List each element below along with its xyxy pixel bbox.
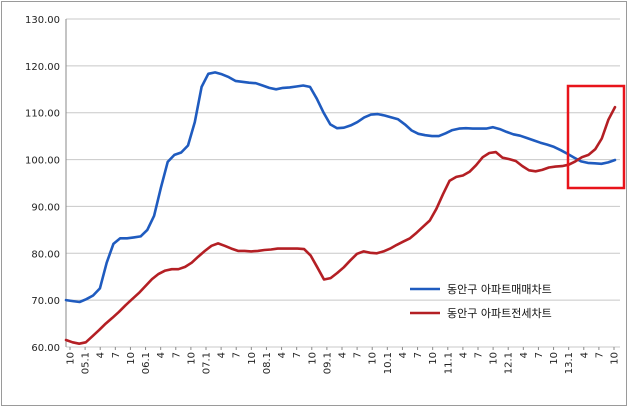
x-tick-label: 12.1 xyxy=(504,352,515,374)
x-tick-label: 07.1 xyxy=(202,352,213,374)
x-tick-label: 10.1 xyxy=(383,352,394,374)
highlight-box xyxy=(566,84,626,190)
x-tick-label: 7 xyxy=(413,352,424,358)
y-tick-label: 80.00 xyxy=(31,249,60,260)
legend-label-jeonse: 동안구 아파트전세차트 xyxy=(447,307,552,320)
x-tick-label: 4 xyxy=(156,352,167,358)
x-tick-label: 06.1 xyxy=(141,352,152,374)
x-tick-label: 4 xyxy=(277,352,288,358)
x-tick-label: 13.1 xyxy=(564,352,575,374)
x-tick-label: 7 xyxy=(353,352,364,358)
legend-label-sale: 동안구 아파트매매차트 xyxy=(447,283,552,296)
y-tick-label: 60.00 xyxy=(31,343,60,354)
y-axis-ticks: 60.00 70.00 80.00 90.00 100.00 110.00 120.00 13… xyxy=(25,15,60,354)
x-tick-label: 10 xyxy=(186,352,197,365)
x-tick-label: 10 xyxy=(368,352,379,365)
x-tick-label: 4 xyxy=(398,352,409,358)
x-tick-label: 10 xyxy=(428,352,439,365)
x-tick-label: 09.1 xyxy=(322,352,333,374)
series-line-sale xyxy=(64,71,617,304)
x-tick-label: 08.1 xyxy=(262,352,273,374)
x-tick-label: 11.1 xyxy=(443,352,454,374)
x-tick-label: 10 xyxy=(549,352,560,365)
x-tick-label: 7 xyxy=(232,352,243,358)
x-tick-label: 4 xyxy=(96,352,107,358)
x-tick-label: 10 xyxy=(489,352,500,365)
y-tick-label: 90.00 xyxy=(31,202,60,213)
x-tick-label: 10 xyxy=(247,352,258,365)
y-tick-label: 110.00 xyxy=(25,109,60,120)
y-tick-label: 120.00 xyxy=(25,62,60,73)
x-tick-label: 4 xyxy=(458,352,469,358)
x-tick-label: 4 xyxy=(519,352,530,358)
y-tick-label: 130.00 xyxy=(25,15,60,26)
highlight-rectangle xyxy=(566,84,626,190)
x-tick-label: 7 xyxy=(534,352,545,358)
x-tick-label: 05.1 xyxy=(81,352,92,374)
x-tick-label: 7 xyxy=(474,352,485,358)
series-lines xyxy=(64,71,617,346)
grid xyxy=(65,18,620,348)
y-tick-label: 100.00 xyxy=(25,156,60,167)
x-tick-label: 4 xyxy=(338,352,349,358)
x-tick-label: 7 xyxy=(111,352,122,358)
x-tick-label: 10 xyxy=(610,352,621,365)
x-tick-label: 10 xyxy=(126,352,137,365)
x-tick-label: 10 xyxy=(66,352,77,365)
y-tick-label: 70.00 xyxy=(31,296,60,307)
x-tick-label: 4 xyxy=(217,352,228,358)
x-tick-label: 7 xyxy=(594,352,605,358)
x-tick-label: 7 xyxy=(171,352,182,358)
x-tick-label: 4 xyxy=(579,352,590,358)
x-axis-ticks: 10 05.1 4 7 10 06.1 4 7 10 07.1 4 7 10 08.1 4 7 10 09.1 4 7… xyxy=(66,347,621,374)
x-tick-label: 7 xyxy=(292,352,303,358)
series-line-jeonse xyxy=(64,105,617,346)
x-tick-label: 10 xyxy=(307,352,318,365)
